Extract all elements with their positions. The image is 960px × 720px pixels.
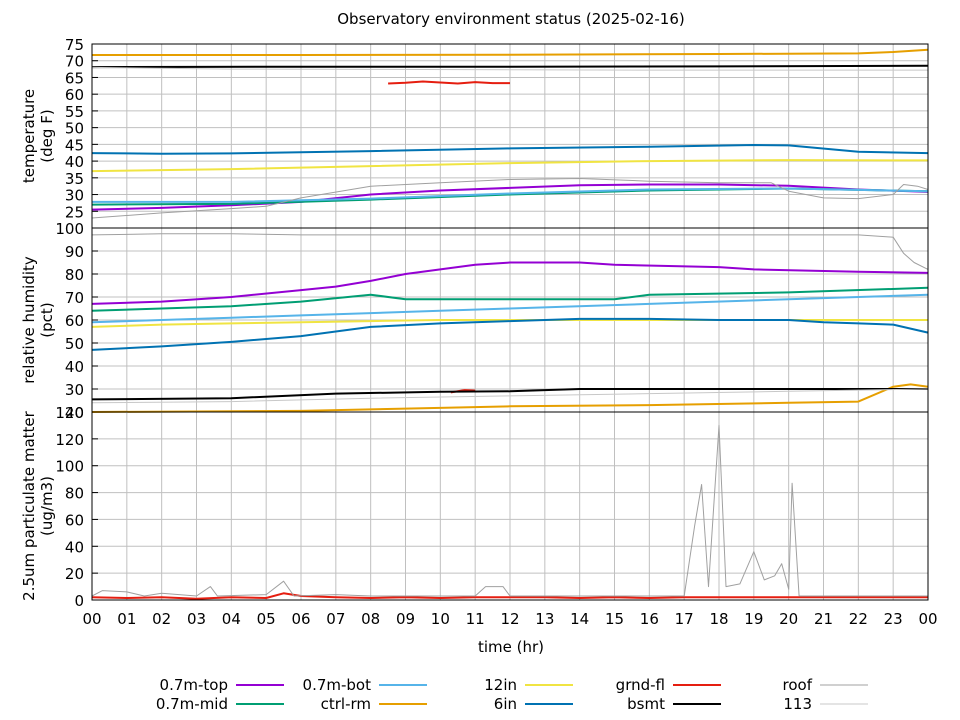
y-tick-label: 35 xyxy=(65,170,84,188)
series-line-bsmt xyxy=(91,388,928,401)
y-axis-label: (ug/m3) xyxy=(38,476,56,536)
x-tick-label: 03 xyxy=(187,610,206,628)
x-tick-label: 23 xyxy=(884,610,903,628)
y-tick-label: 50 xyxy=(65,120,84,138)
y-tick-label: 60 xyxy=(65,86,84,104)
series-line-0.7m-top xyxy=(91,261,929,305)
series-line-grnd-fl xyxy=(91,592,928,600)
legend-label: bsmt xyxy=(627,695,665,713)
y-tick-label: 90 xyxy=(65,243,84,261)
x-axis-label: time (hr) xyxy=(478,638,544,656)
panel-frame xyxy=(91,411,929,601)
x-tick-label: 20 xyxy=(779,610,798,628)
x-tick-label: 00 xyxy=(82,610,101,628)
y-axis-label: relative humidity xyxy=(20,256,38,384)
x-tick-label: 10 xyxy=(431,610,450,628)
legend-label: 6in xyxy=(494,695,517,713)
series-line-0.7m-top xyxy=(91,183,929,211)
y-axis-label: 2.5um particulate matter xyxy=(20,410,38,600)
y-tick-label: 80 xyxy=(65,266,84,284)
series-line-0.7m-bot xyxy=(91,293,929,324)
x-tick-label: 15 xyxy=(605,610,624,628)
y-tick-label: 60 xyxy=(65,511,84,529)
y-tick-label: 45 xyxy=(65,136,84,154)
y-tick-label: 30 xyxy=(65,187,84,205)
panel-relative-humidity: 20 30 40 50 60 70 80 90 100 relative humidity (pct… xyxy=(20,220,929,422)
x-tick-label: 16 xyxy=(640,610,659,628)
legend-label: 113 xyxy=(783,695,812,713)
x-tick-label: 18 xyxy=(709,610,728,628)
y-tick-label: 20 xyxy=(65,404,84,422)
x-tick-label: 06 xyxy=(291,610,310,628)
legend-label: 12in xyxy=(484,676,517,694)
y-tick-label: 40 xyxy=(65,538,84,556)
series-line-113 xyxy=(91,388,929,404)
y-axis-label: (deg F) xyxy=(38,109,56,162)
x-tick-label: 11 xyxy=(466,610,485,628)
x-tick-label: 22 xyxy=(849,610,868,628)
y-tick-label: 75 xyxy=(65,36,84,54)
legend-label: roof xyxy=(783,676,813,694)
series-line-ctrl-rm xyxy=(92,48,929,56)
series-line-ctrl-rm xyxy=(91,383,929,413)
y-tick-label: 20 xyxy=(65,565,84,583)
x-tick-label: 07 xyxy=(326,610,345,628)
y-tick-label: 50 xyxy=(65,335,84,353)
y-tick-label: 25 xyxy=(65,203,84,221)
x-tick-label: 08 xyxy=(361,610,380,628)
series-line-bsmt xyxy=(91,64,929,69)
y-tick-label: 65 xyxy=(65,69,84,87)
legend-label: grnd-fl xyxy=(616,676,665,694)
y-tick-label: 70 xyxy=(65,289,84,307)
legend-label: ctrl-rm xyxy=(321,695,371,713)
series-line-roof xyxy=(91,424,928,597)
series-line-12in xyxy=(91,159,929,173)
x-tick-label: 09 xyxy=(396,610,415,628)
y-tick-label: 40 xyxy=(65,358,84,376)
x-tick-label: 00 xyxy=(918,610,937,628)
y-axis-label: temperature xyxy=(20,89,38,183)
y-tick-label: 40 xyxy=(65,153,84,171)
y-tick-label: 120 xyxy=(55,431,84,449)
x-tick-label: 13 xyxy=(535,610,554,628)
y-tick-label: 80 xyxy=(65,485,84,503)
y-axis-label: (pct) xyxy=(38,302,56,337)
y-tick-label: 60 xyxy=(65,312,84,330)
x-tick-label: 04 xyxy=(222,610,241,628)
x-tick-label: 21 xyxy=(814,610,833,628)
series-line-6in xyxy=(91,144,929,155)
y-tick-label: 55 xyxy=(65,103,84,121)
y-tick-label: 30 xyxy=(65,381,84,399)
y-tick-label: 100 xyxy=(55,458,84,476)
series-line-0.7m-mid xyxy=(91,286,929,312)
x-tick-label: 01 xyxy=(117,610,136,628)
x-tick-label: 05 xyxy=(257,610,276,628)
legend-label: 0.7m-bot xyxy=(303,676,372,694)
series-line-roof xyxy=(91,178,929,219)
x-tick-label: 12 xyxy=(500,610,519,628)
panel-2-5um-particulate-matter: 0 20 40 60 80 100 120 140 2.5um particulate matt… xyxy=(20,404,929,610)
series-line-0.7m-bot xyxy=(92,187,929,203)
x-axis: 00 01 02 03 04 05 06 07 08 09 10 11 12 13 14 15 16 17 18 19… xyxy=(82,610,937,628)
y-tick-label: 100 xyxy=(55,220,84,238)
x-tick-label: 19 xyxy=(744,610,763,628)
series-line-113 xyxy=(91,66,928,71)
x-tick-label: 14 xyxy=(570,610,589,628)
y-tick-label: 140 xyxy=(55,404,84,422)
x-tick-label: 17 xyxy=(675,610,694,628)
y-tick-label: 0 xyxy=(74,592,84,610)
x-tick-label: 02 xyxy=(152,610,171,628)
legend-label: 0.7m-mid xyxy=(156,695,228,713)
series-line-grnd-fl xyxy=(388,80,510,85)
series-line-roof xyxy=(91,233,929,270)
series-line-6in xyxy=(91,317,929,351)
legend-label: 0.7m-top xyxy=(160,676,228,694)
y-tick-label: 70 xyxy=(65,53,84,71)
chart-title: Observatory environment status (2025-02-… xyxy=(337,10,685,28)
